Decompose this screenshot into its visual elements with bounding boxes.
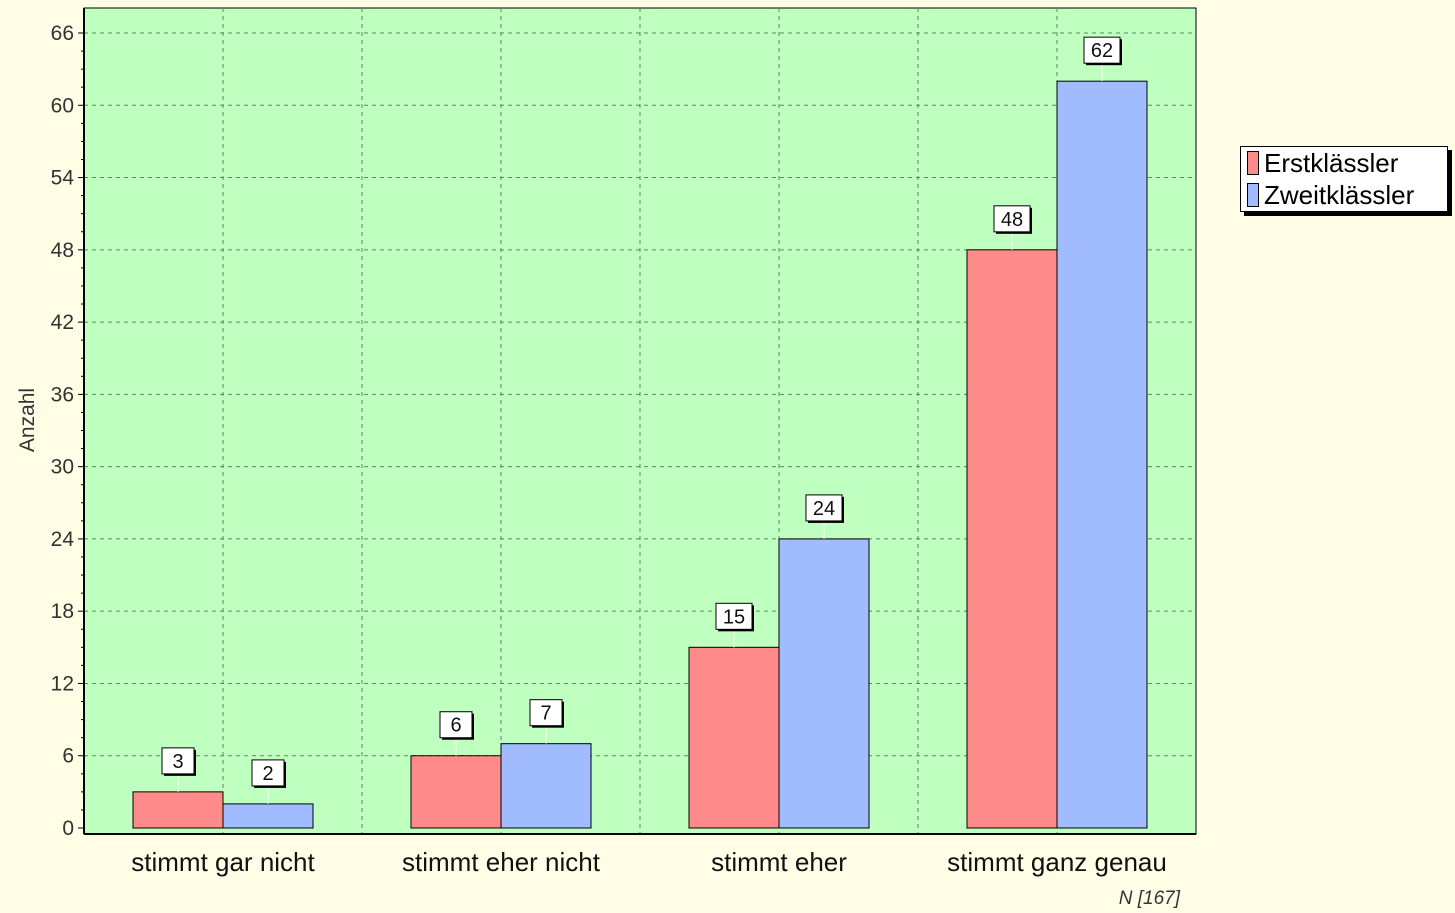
data-label-box <box>715 602 753 630</box>
gridlines <box>84 8 1196 834</box>
category-label: stimmt gar nicht <box>131 847 315 877</box>
legend-item-erstklassler: Erstklässler <box>1241 147 1447 179</box>
data-label-box <box>161 747 195 775</box>
bars <box>132 80 1148 829</box>
y-tick-label: 36 <box>51 383 74 406</box>
data-label-box <box>1083 36 1121 64</box>
y-axis-label: Anzahl <box>16 388 39 452</box>
legend-item-zweitklassler: Zweitklässler <box>1241 179 1447 211</box>
bar <box>410 755 502 829</box>
bar <box>688 646 780 829</box>
bar <box>500 743 592 829</box>
bar <box>1056 80 1148 829</box>
legend-label-zweitklassler: Zweitklässler <box>1264 179 1415 210</box>
y-tick-label: 30 <box>51 456 74 479</box>
legend: Erstklässler Zweitklässler <box>1240 146 1448 212</box>
data-label: 24 <box>813 498 835 520</box>
legend-swatch-erstklassler <box>1247 151 1259 175</box>
y-tick-label: 24 <box>51 528 75 551</box>
data-label: 48 <box>1001 209 1023 231</box>
data-label: 3 <box>172 751 183 773</box>
category-label: stimmt eher nicht <box>402 847 601 877</box>
y-tick-label: 0 <box>62 817 74 840</box>
y-tick-label: 54 <box>51 167 75 190</box>
data-label: 7 <box>540 703 551 725</box>
x-categories: stimmt gar nicht stimmt eher nicht stimmt … <box>131 847 1167 877</box>
y-tick-label: 18 <box>51 600 74 623</box>
category-label: stimmt ganz genau <box>947 847 1167 877</box>
data-label-box <box>439 711 473 739</box>
data-label-box <box>805 494 843 522</box>
legend-swatch-zweitklassler <box>1247 183 1259 207</box>
y-ticks: 0 6 12 18 24 30 36 42 48 54 60 66 <box>51 22 84 840</box>
axes <box>83 8 1196 835</box>
category-label: stimmt eher <box>711 847 847 877</box>
bar <box>778 538 870 829</box>
bar <box>966 249 1058 829</box>
y-tick-label: 12 <box>51 672 74 695</box>
y-tick-label: 66 <box>51 22 74 45</box>
legend-label-erstklassler: Erstklässler <box>1264 147 1399 178</box>
data-label-box <box>993 205 1031 233</box>
data-labels: 3 2 6 7 15 24 48 62 <box>161 36 1122 804</box>
data-label: 15 <box>723 606 745 628</box>
data-label: 2 <box>262 763 273 785</box>
y-tick-label: 60 <box>51 94 74 117</box>
y-tick-label: 6 <box>62 745 74 768</box>
data-label-box <box>529 699 563 727</box>
data-label-box <box>251 759 285 787</box>
data-label: 62 <box>1091 40 1113 62</box>
y-tick-label: 48 <box>51 239 74 262</box>
n-note: N [167] <box>1119 888 1181 909</box>
bar <box>222 803 314 829</box>
data-label: 6 <box>450 715 461 737</box>
y-tick-label: 42 <box>51 311 74 334</box>
bar <box>132 791 224 829</box>
